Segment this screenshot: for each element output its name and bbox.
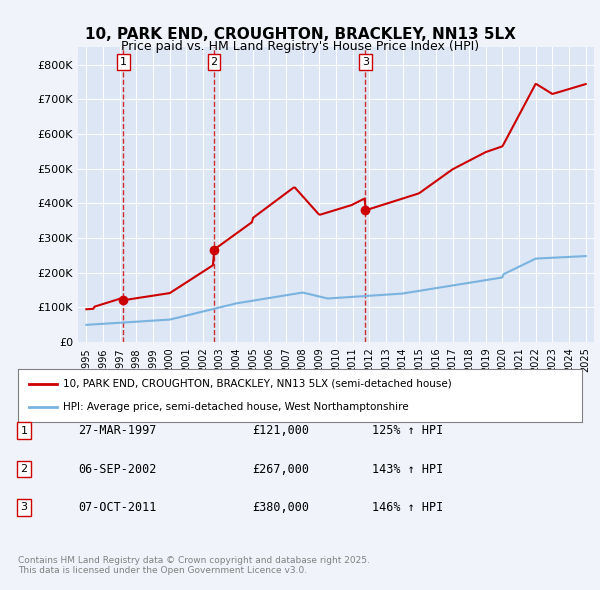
Text: 3: 3	[20, 503, 28, 512]
Text: 125% ↑ HPI: 125% ↑ HPI	[372, 424, 443, 437]
Text: 1: 1	[20, 426, 28, 435]
Text: 10, PARK END, CROUGHTON, BRACKLEY, NN13 5LX: 10, PARK END, CROUGHTON, BRACKLEY, NN13 …	[85, 27, 515, 41]
Text: 1: 1	[120, 57, 127, 67]
Text: 146% ↑ HPI: 146% ↑ HPI	[372, 501, 443, 514]
Text: 27-MAR-1997: 27-MAR-1997	[78, 424, 157, 437]
Text: 143% ↑ HPI: 143% ↑ HPI	[372, 463, 443, 476]
Text: Contains HM Land Registry data © Crown copyright and database right 2025.
This d: Contains HM Land Registry data © Crown c…	[18, 556, 370, 575]
Text: £267,000: £267,000	[252, 463, 309, 476]
Text: 2: 2	[20, 464, 28, 474]
Text: 2: 2	[211, 57, 218, 67]
Text: Price paid vs. HM Land Registry's House Price Index (HPI): Price paid vs. HM Land Registry's House …	[121, 40, 479, 53]
Text: £121,000: £121,000	[252, 424, 309, 437]
Text: HPI: Average price, semi-detached house, West Northamptonshire: HPI: Average price, semi-detached house,…	[63, 402, 409, 412]
Text: 3: 3	[362, 57, 369, 67]
Text: 10, PARK END, CROUGHTON, BRACKLEY, NN13 5LX (semi-detached house): 10, PARK END, CROUGHTON, BRACKLEY, NN13 …	[63, 379, 452, 389]
Text: 07-OCT-2011: 07-OCT-2011	[78, 501, 157, 514]
Text: 06-SEP-2002: 06-SEP-2002	[78, 463, 157, 476]
Text: £380,000: £380,000	[252, 501, 309, 514]
